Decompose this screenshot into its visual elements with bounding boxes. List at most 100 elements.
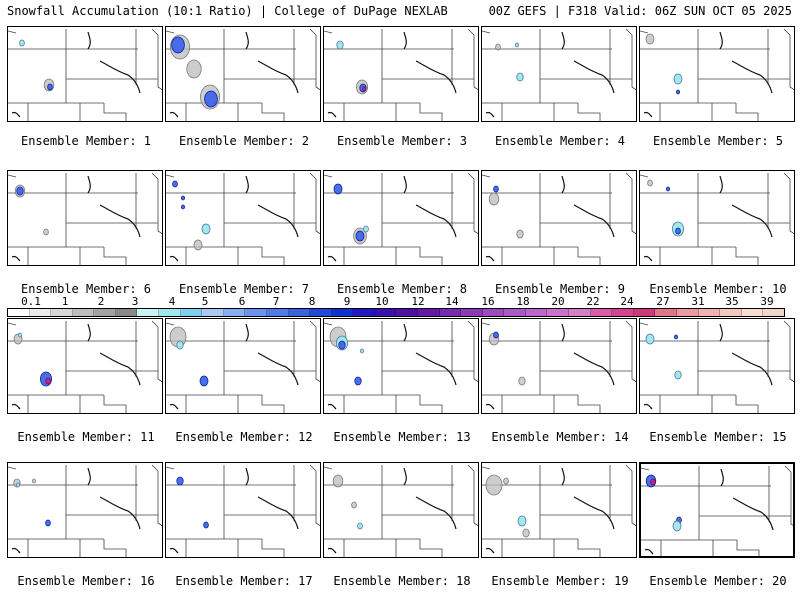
snowfall-contour (172, 180, 178, 188)
ensemble-map-panel (7, 318, 163, 414)
river-line (731, 204, 773, 238)
state-border-line (8, 30, 17, 34)
state-border-line (735, 247, 759, 265)
colorbar-tick-label: 12 (411, 295, 425, 308)
state-border-line (482, 174, 491, 178)
river-line (99, 352, 141, 386)
colorbar-swatch (741, 309, 764, 316)
colorbar-swatch (417, 309, 440, 316)
colorbar-tick-label: 4 (168, 295, 176, 308)
ensemble-map-panel (323, 318, 479, 414)
state-border-line (577, 103, 601, 121)
snowfall-contour (485, 474, 503, 496)
state-border-line (625, 28, 636, 91)
state-border-line (103, 539, 127, 557)
colorbar-swatch (94, 309, 116, 316)
state-border-line (467, 28, 478, 91)
ensemble-map-panel (481, 26, 637, 122)
river-line (257, 204, 299, 238)
ensemble-member-label: Ensemble Member: 3 (336, 134, 468, 148)
colorbar-swatch (353, 309, 375, 316)
river-line (257, 496, 299, 530)
ensemble-map-panel (639, 170, 795, 266)
river-line (485, 111, 495, 118)
river-line (403, 467, 407, 486)
river-line (11, 111, 21, 118)
state-border-line (419, 539, 443, 557)
river-line (573, 352, 615, 386)
river-line (87, 31, 91, 50)
colorbar-swatch (8, 309, 30, 316)
colorbar-swatch (676, 309, 699, 316)
state-border-line (8, 322, 17, 326)
colorbar-tick-label: 22 (586, 295, 600, 308)
state-border-line (640, 192, 699, 248)
river-line (720, 468, 724, 487)
snowfall-contour (674, 334, 679, 340)
state-border-line (640, 340, 699, 396)
colorbar-tick-label: 10 (375, 295, 389, 308)
state-border-line (577, 247, 601, 265)
snowfall-contour (676, 89, 681, 95)
river-line (573, 204, 615, 238)
state-border-line (467, 464, 478, 527)
snowfall-contour (357, 522, 363, 530)
colorbar-tick-label: 20 (551, 295, 565, 308)
state-border-line (641, 467, 650, 471)
snowfall-contour (360, 348, 365, 354)
state-border-line (309, 172, 320, 235)
river-line (11, 255, 21, 262)
colorbar-swatch (612, 309, 634, 316)
snowfall-contour (673, 73, 683, 85)
state-border-line (166, 466, 175, 470)
snowfall-contour (180, 204, 185, 210)
snowfall-contour (15, 482, 20, 488)
snowfall-contour (354, 376, 362, 386)
snowfall-map (324, 28, 478, 121)
colorbar-tick-label: 8 (308, 295, 316, 308)
river-line (87, 467, 91, 486)
state-border-line (625, 172, 636, 235)
colorbar-swatch (374, 309, 397, 316)
model-run-info: 00Z GEFS | F318 Valid: 06Z SUN OCT 05 20… (488, 4, 792, 18)
snowfall-contour (203, 521, 209, 529)
ensemble-member-label: Ensemble Member: 1 (20, 134, 152, 148)
snowfall-map (166, 320, 320, 413)
state-border-line (8, 192, 67, 248)
snowfall-contour (493, 331, 499, 339)
river-line (415, 352, 457, 386)
ensemble-member-label: Ensemble Member: 7 (178, 282, 310, 296)
ensemble-map-panel (481, 462, 637, 558)
river-line (415, 496, 457, 530)
ensemble-map-panel (323, 26, 479, 122)
state-border-line (783, 172, 794, 235)
colorbar-tick-label: 6 (238, 295, 246, 308)
river-line (99, 496, 141, 530)
ensemble-map-panel (639, 26, 795, 122)
river-line (257, 60, 299, 94)
ensemble-member-label: Ensemble Member: 9 (494, 282, 626, 296)
colorbar-tick-label: 0.1 (21, 295, 41, 308)
state-border-line (8, 340, 67, 396)
river-line (732, 497, 774, 531)
snowfall-contour (515, 42, 520, 48)
state-border-line (309, 320, 320, 383)
river-line (485, 255, 495, 262)
state-border-line (166, 484, 225, 540)
colorbar-tick-label: 18 (516, 295, 530, 308)
river-line (245, 31, 249, 50)
colorbar-swatch (266, 309, 289, 316)
ensemble-member-label: Ensemble Member: 11 (17, 430, 155, 444)
state-border-line (625, 464, 636, 527)
colorbar-tick-label: 9 (343, 295, 351, 308)
river-line (327, 403, 337, 410)
river-line (11, 403, 21, 410)
ensemble-member-label: Ensemble Member: 2 (178, 134, 310, 148)
colorbar-swatch (633, 309, 656, 316)
colorbar-tick-label: 35 (725, 295, 739, 308)
state-border-line (736, 540, 760, 556)
state-border-line (482, 322, 491, 326)
river-line (643, 255, 653, 262)
state-border-line (419, 103, 443, 121)
colorbar-tick-label: 14 (445, 295, 459, 308)
